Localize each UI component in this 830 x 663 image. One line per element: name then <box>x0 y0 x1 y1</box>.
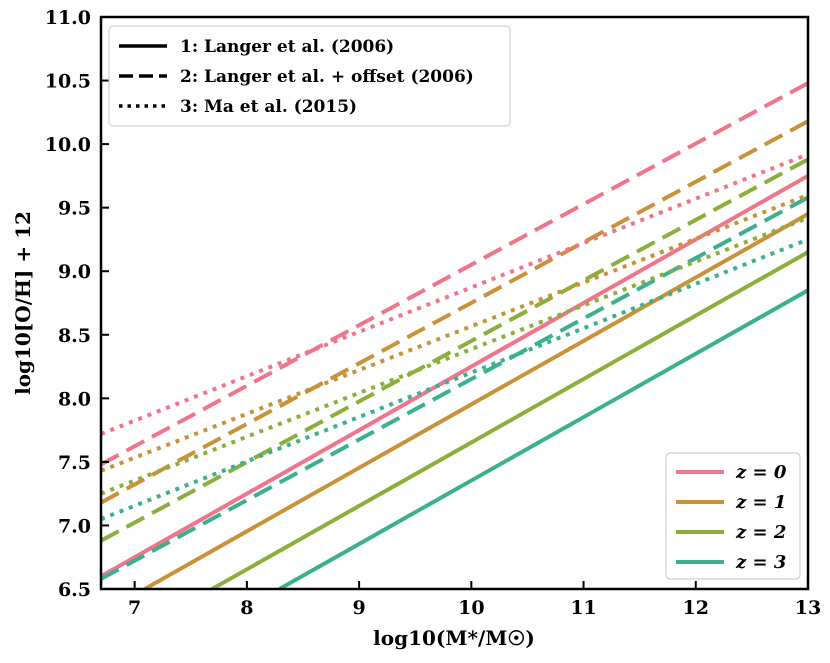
style-legend-box <box>108 25 511 127</box>
style-legend-label-2: 3: Ma et al. (2015) <box>180 97 357 117</box>
style-legend-label-0: 1: Langer et al. (2006) <box>180 37 394 57</box>
x-axis-label: log10(M*/M☉) <box>373 626 535 650</box>
y-tick-label-0: 6.5 <box>58 579 91 601</box>
y-tick-label-8: 10.5 <box>45 71 91 93</box>
series-line-2 <box>211 250 808 589</box>
y-axis-label: log10[O/H] + 12 <box>11 211 35 395</box>
y-tick-label-6: 9.5 <box>58 198 91 220</box>
style-legend-label-1: 2: Langer et al. + offset (2006) <box>180 67 474 87</box>
color-legend-label-3: z = 3 <box>735 552 786 573</box>
series-line-7 <box>101 195 808 581</box>
ticks-layer: 7 8 9 10 11 12 13 6.5 7.0 7.5 8.0 8.5 9.0 9.5 10.0 10.5… <box>45 7 822 619</box>
y-tick-label-3: 8.0 <box>58 388 91 410</box>
x-tick-label-1: 8 <box>240 597 253 619</box>
color-legend-label-0: z = 0 <box>735 462 787 483</box>
y-tick-label-2: 7.5 <box>58 452 91 474</box>
x-tick-label-5: 12 <box>683 597 709 619</box>
color-legend-label-2: z = 2 <box>735 522 786 543</box>
series-line-4 <box>101 81 808 467</box>
color-legend-box <box>665 452 801 580</box>
x-tick-label-2: 9 <box>352 597 365 619</box>
plot-frame <box>99 15 810 591</box>
series-line-1 <box>143 212 808 589</box>
series-layer <box>101 81 808 589</box>
x-tick-label-4: 11 <box>570 597 596 619</box>
y-tick-label-5: 9.0 <box>58 261 91 283</box>
y-tick-label-1: 7.0 <box>58 515 91 537</box>
y-tick-label-4: 8.5 <box>58 325 91 347</box>
series-line-11 <box>101 237 808 521</box>
color-legend-label-1: z = 1 <box>735 492 786 513</box>
y-tick-label-9: 11.0 <box>45 7 91 29</box>
series-line-6 <box>101 157 808 543</box>
x-tick-label-6: 13 <box>795 597 821 619</box>
series-line-3 <box>278 288 808 589</box>
series-line-10 <box>101 215 808 496</box>
series-line-9 <box>101 193 808 473</box>
y-tick-label-7: 10.0 <box>45 134 91 156</box>
color-legend: z = 0 z = 1 z = 2 z = 3 <box>665 452 801 580</box>
style-legend: 1: Langer et al. (2006) 2: Langer et al. … <box>108 25 511 127</box>
x-tick-label-0: 7 <box>128 597 141 619</box>
series-line-5 <box>101 119 808 505</box>
series-line-8 <box>101 152 808 436</box>
x-tick-label-3: 10 <box>458 597 484 619</box>
